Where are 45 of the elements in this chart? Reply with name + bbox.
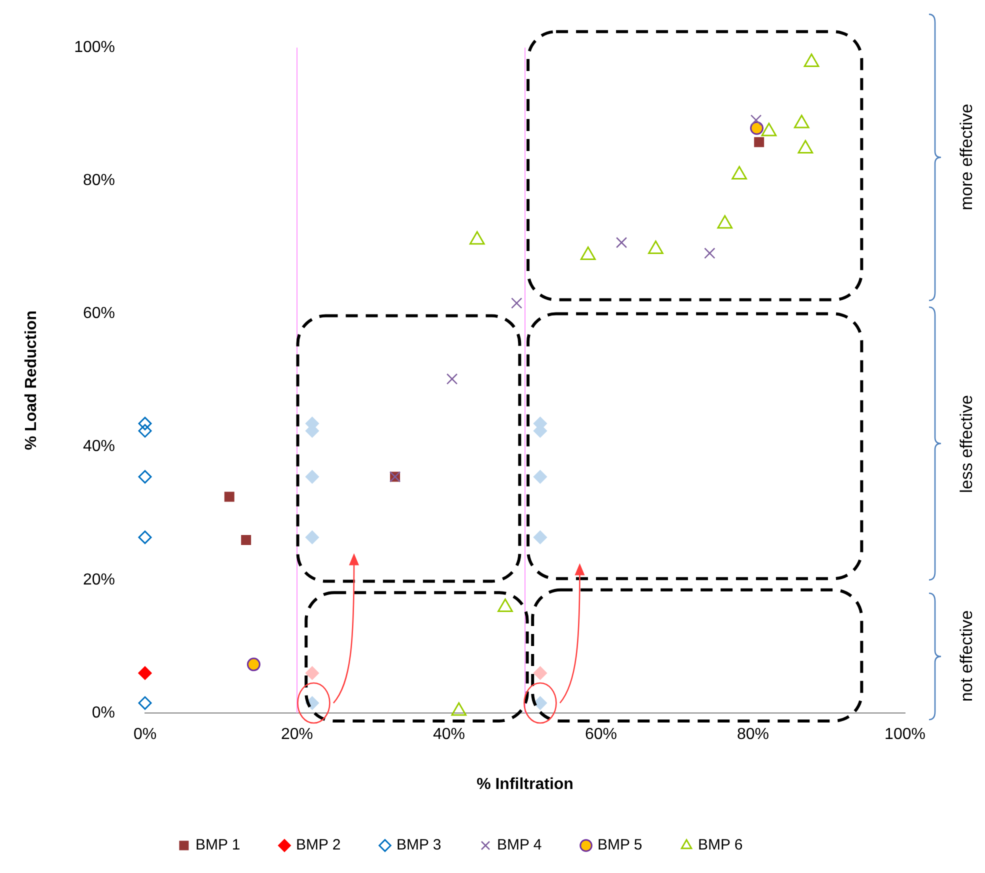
point bbox=[533, 666, 547, 680]
point bbox=[704, 248, 716, 259]
point bbox=[446, 373, 458, 385]
y-tick-label: 100% bbox=[74, 39, 115, 56]
point bbox=[138, 696, 152, 710]
point bbox=[305, 666, 319, 680]
text: less effective bbox=[957, 394, 977, 492]
text: more effective bbox=[957, 104, 977, 211]
point bbox=[138, 416, 152, 430]
y-tick-label: 40% bbox=[82, 438, 115, 456]
point bbox=[305, 530, 319, 544]
legend-label: BMP 5 bbox=[598, 836, 642, 854]
point bbox=[246, 658, 260, 672]
point bbox=[224, 492, 234, 502]
y-tick-label: 80% bbox=[82, 172, 115, 190]
legend-label: BMP 6 bbox=[698, 836, 743, 854]
x-tick-label: 100% bbox=[884, 726, 926, 744]
x-tick-label: 0% bbox=[133, 726, 157, 744]
point bbox=[754, 137, 764, 148]
text: not effective bbox=[957, 610, 977, 702]
point bbox=[616, 236, 628, 248]
point bbox=[750, 121, 764, 135]
y-axis-title: % Load Reduction bbox=[23, 310, 40, 450]
legend-label: BMP 1 bbox=[195, 836, 240, 854]
x-tick-label: 80% bbox=[736, 726, 770, 744]
point bbox=[138, 530, 152, 544]
x-tick-label: 40% bbox=[432, 726, 466, 744]
point bbox=[241, 535, 252, 545]
legend-label: BMP 4 bbox=[497, 836, 542, 854]
point bbox=[533, 530, 547, 544]
y-tick-label: 0% bbox=[92, 704, 115, 722]
legend-label: BMP 3 bbox=[396, 836, 442, 854]
point bbox=[138, 424, 152, 438]
point bbox=[138, 666, 152, 680]
x-axis-title: % Infiltration bbox=[476, 776, 574, 793]
x-tick-label: 60% bbox=[584, 726, 618, 744]
point bbox=[533, 470, 547, 484]
y-tick-label: 60% bbox=[82, 305, 115, 322]
point bbox=[138, 470, 152, 484]
point bbox=[305, 470, 319, 484]
point bbox=[750, 114, 762, 126]
y-tick-label: 20% bbox=[82, 571, 115, 588]
legend-label: BMP 2 bbox=[296, 836, 341, 854]
point bbox=[511, 298, 522, 309]
x-tick-label: 20% bbox=[280, 726, 314, 744]
